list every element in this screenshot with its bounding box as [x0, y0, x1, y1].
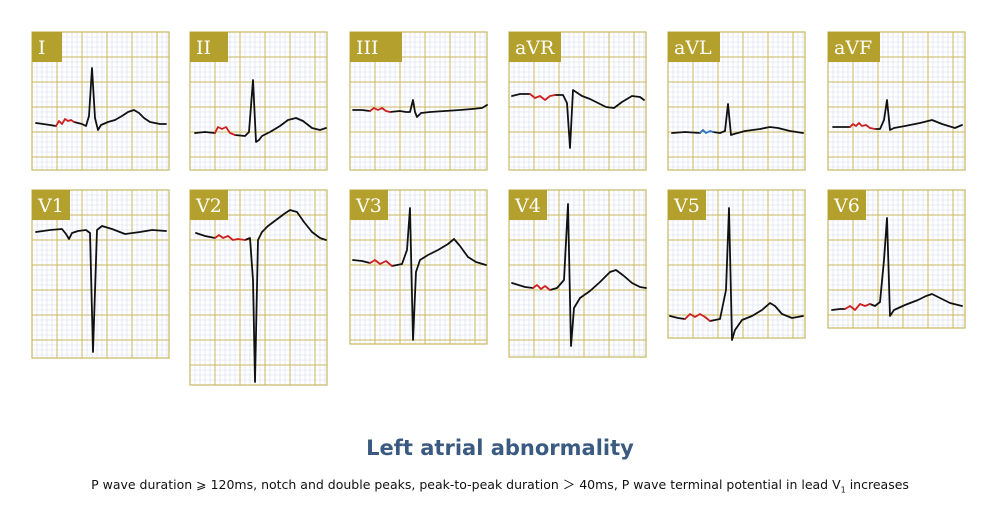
lead-label-v1: V1	[37, 195, 64, 217]
lead-label-v4: V4	[514, 195, 541, 217]
p-wave-avr	[529, 93, 556, 101]
caption-subscript: 1	[840, 485, 846, 495]
lead-label-box	[350, 32, 402, 62]
lead-panel-avf: aVF	[827, 31, 966, 171]
lead-panel-v2: V2	[189, 189, 328, 386]
lead-panel-iii: III	[349, 31, 488, 171]
lead-label-box	[190, 32, 228, 62]
lead-label-box	[828, 190, 866, 220]
lead-label-box	[190, 190, 228, 220]
panel-border	[667, 189, 806, 339]
lead-panel-v5: V5	[667, 189, 806, 341]
ecg-trace-v2	[195, 209, 327, 383]
fine-grid	[189, 31, 327, 170]
panel-border	[827, 189, 966, 329]
lead-panel-v6: V6	[827, 189, 966, 329]
lead-label-box	[350, 190, 388, 220]
ecg-trace-avr	[511, 89, 645, 149]
panel-border	[508, 31, 647, 171]
lead-label-v3: V3	[355, 195, 382, 217]
p-wave-v6	[844, 303, 871, 311]
panel-border	[667, 31, 806, 171]
ecg-trace-ii	[194, 79, 327, 143]
lead-label-box	[668, 190, 706, 220]
p-wave-avf	[849, 122, 876, 130]
panel-border	[508, 189, 647, 358]
ecg-trace-v5	[669, 207, 804, 341]
lead-label-v2: V2	[195, 195, 222, 217]
panel-border	[31, 189, 170, 359]
lead-label-i: I	[38, 37, 46, 59]
lead-label-v6: V6	[833, 195, 860, 217]
figure-title: Left atrial abnormality	[366, 436, 634, 460]
lead-label-box	[828, 32, 880, 62]
panel-border	[189, 189, 328, 386]
lead-label-v5: V5	[673, 195, 700, 217]
lead-panel-avl: aVL	[667, 31, 806, 171]
panel-border	[349, 31, 488, 171]
p-wave-i	[55, 118, 75, 127]
ecg-trace-v3	[352, 207, 487, 341]
panel-border	[349, 189, 488, 345]
panel-border	[189, 31, 328, 171]
lead-panel-v3: V3	[349, 189, 488, 345]
lead-label-avl: aVL	[674, 37, 712, 59]
p-wave-v5	[684, 313, 711, 322]
ecg-trace-avl	[671, 103, 804, 136]
p-wave-v3	[369, 259, 393, 267]
p-wave-iii	[369, 107, 391, 113]
ecg-trace-iii	[352, 99, 488, 118]
ecg-trace-v6	[831, 217, 963, 317]
lead-panel-v4: V4	[508, 189, 647, 358]
ecg-trace-v4	[511, 203, 647, 347]
lead-label-box	[32, 32, 62, 62]
lead-label-avr: aVR	[515, 37, 555, 59]
ecg-trace-avf	[832, 99, 963, 131]
p-wave-ii	[214, 126, 236, 136]
lead-panel-avr: aVR	[508, 31, 647, 171]
lead-label-box	[509, 32, 561, 62]
ecg-trace-v1	[35, 225, 167, 353]
lead-label-iii: III	[356, 37, 379, 59]
lead-panel-i: I	[31, 31, 170, 171]
p-wave-v2	[214, 234, 246, 241]
lead-label-box	[32, 190, 70, 220]
lead-panel-ii: II	[189, 31, 328, 171]
p-wave-avl	[699, 129, 714, 134]
caption-text-end: increases	[845, 477, 909, 492]
p-wave-v4	[532, 284, 551, 291]
panel-border	[827, 31, 966, 171]
panel-border	[31, 31, 170, 171]
lead-label-avf: aVF	[834, 37, 872, 59]
ecg-trace-i	[35, 67, 167, 131]
figure-caption: P wave duration ⩾ 120ms, notch and doubl…	[0, 474, 1000, 495]
lead-label-ii: II	[196, 37, 211, 59]
lead-panel-v1: V1	[31, 189, 170, 359]
lead-label-box	[668, 32, 720, 62]
caption-text: P wave duration ⩾ 120ms, notch and doubl…	[91, 477, 841, 492]
lead-label-box	[509, 190, 547, 220]
